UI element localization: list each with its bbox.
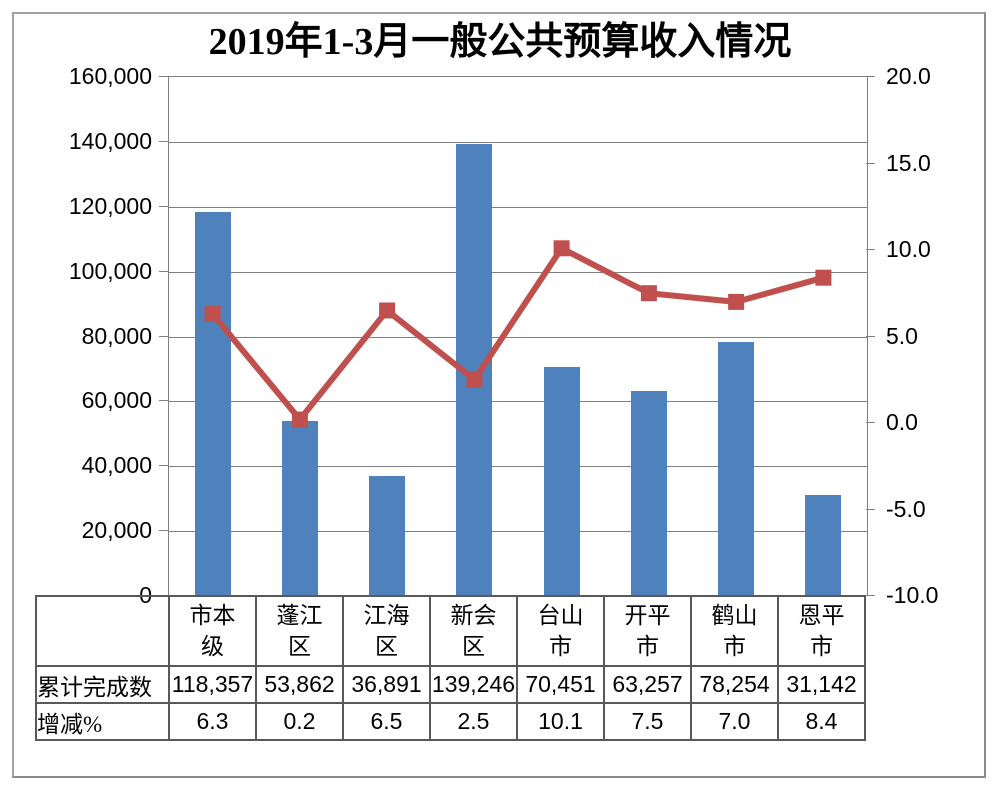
value-cell: 63,257 [603,665,692,704]
bar [543,367,580,596]
category-cell: 台山 市 [516,595,605,667]
value-cell: 118,357 [168,665,257,704]
right-axis-tick [866,249,875,250]
growth-line [210,244,825,425]
table-corner-blank [35,595,170,667]
left-axis-label: 60,000 [81,387,152,414]
bar [281,421,318,596]
category-cell: 市本 级 [168,595,257,667]
line-marker [204,306,221,322]
value-cell: 10.1 [516,702,605,741]
category-cell: 江海 区 [342,595,431,667]
gridline [169,206,867,208]
data-table: 市本 级蓬江 区江海 区新会 区台山 市开平 市鹤山 市恩平 市累计完成数 118… [35,595,866,741]
left-axis-label: 20,000 [81,517,152,544]
right-axis-label: 0.0 [886,409,918,435]
category-cell: 新会 区 [429,595,518,667]
gridline [169,141,867,143]
left-axis-label: 100,000 [68,257,152,284]
value-cell: 139,246 [429,665,518,704]
gridline [169,531,867,533]
right-axis-label: 5.0 [886,322,918,349]
bar [805,494,842,596]
right-axis-label: 15.0 [886,149,931,176]
right-axis-label: 20.0 [886,63,931,89]
left-axis-tick [159,465,168,467]
value-cell: 31,142 [777,665,866,704]
bar [194,212,231,596]
value-cell: 7.0 [690,702,779,741]
left-axis-label: 140,000 [68,127,152,154]
left-axis-tick [159,400,168,402]
value-cell: 2.5 [429,702,518,741]
line-marker [728,293,745,310]
right-axis-label: 10.0 [886,236,931,262]
right-axis-tick [866,595,875,596]
right-axis-tick [866,162,875,164]
left-axis-tick [159,270,168,272]
value-cell: 36,891 [342,665,431,704]
category-cell: 蓬江 区 [255,595,344,667]
left-axis-tick [159,76,168,77]
bar [369,476,406,596]
value-cell: 8.4 [777,702,866,741]
value-cell: 6.5 [342,702,431,741]
value-cell: 53,862 [255,665,344,704]
value-cell: 78,254 [690,665,779,704]
value-cell: 0.2 [255,702,344,741]
left-axis-tick [159,335,168,337]
plot-area [168,76,868,596]
gridline [169,271,867,273]
right-axis-tick [866,508,875,510]
gridline [169,401,867,403]
bar [630,390,667,596]
category-cell: 恩平 市 [777,595,866,667]
line-marker [291,411,308,428]
category-cell: 鹤山 市 [690,595,779,667]
value-cell: 6.3 [168,702,257,741]
line-marker [640,285,657,302]
gridline [169,466,867,468]
row-header-cell: 增减% [35,702,170,741]
category-cell: 开平 市 [603,595,692,667]
value-cell: 7.5 [603,702,692,741]
line-marker [815,269,832,286]
value-cell: 70,451 [516,665,605,704]
line-marker [379,302,396,319]
left-axis-tick [159,205,168,207]
right-axis-label: -5.0 [886,495,926,522]
left-axis-label: 40,000 [81,452,152,479]
line-marker [466,371,483,388]
left-axis-tick [159,140,168,142]
bar [718,342,755,596]
gridline [169,336,867,338]
right-axis-tick [866,76,875,77]
right-axis-tick [866,335,875,337]
left-axis-label: 80,000 [81,322,152,349]
right-axis-tick [866,422,875,423]
left-axis-tick [159,530,168,532]
line-marker [553,240,570,257]
left-axis-label: 160,000 [68,63,152,89]
right-axis-label: -10.0 [886,582,939,608]
growth-line-layer [204,240,832,428]
left-axis-label: 120,000 [68,192,152,219]
chart-title: 2019年1-3月一般公共预算收入情况 [208,21,792,63]
row-header-cell: 累计完成数 [35,665,170,704]
